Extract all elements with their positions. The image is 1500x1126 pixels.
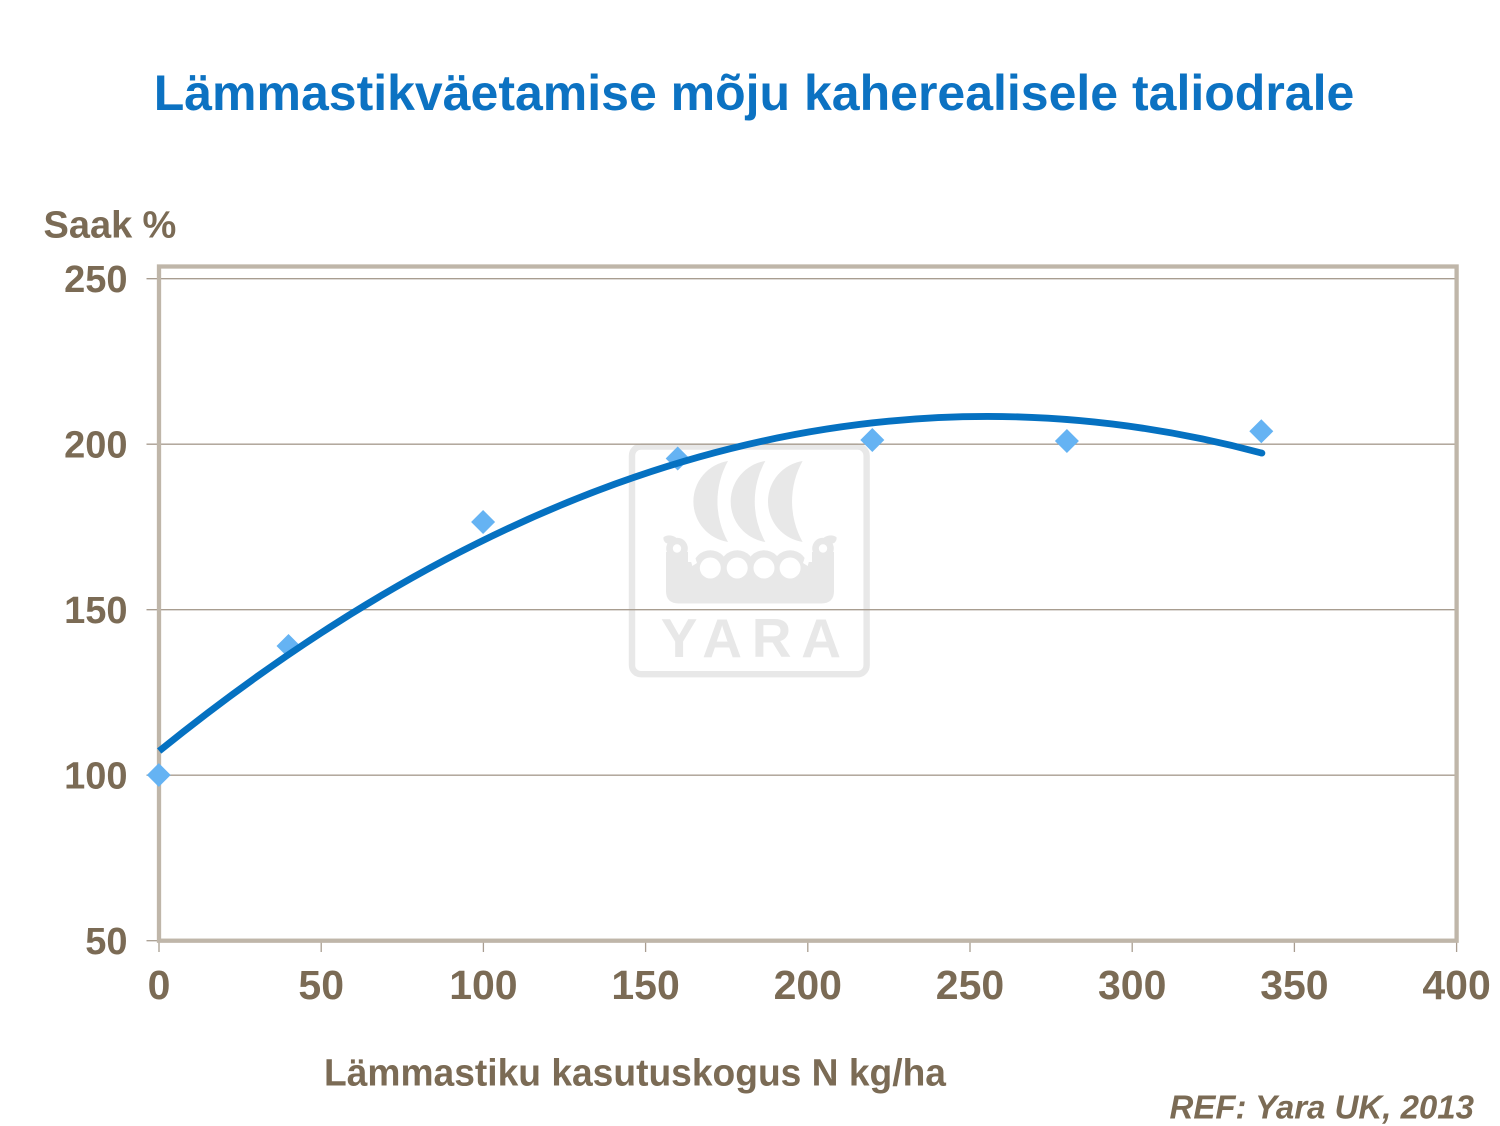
svg-text:%: % — [143, 205, 177, 247]
svg-text:Lämmastikväetamise mõju kahere: Lämmastikväetamise mõju kaherealisele ta… — [154, 65, 1355, 121]
svg-text:0: 0 — [148, 962, 171, 1008]
svg-text:200: 200 — [64, 425, 127, 467]
svg-text:150: 150 — [64, 590, 127, 632]
svg-text:Lämmastiku kasutuskogus N kg/h: Lämmastiku kasutuskogus N kg/ha — [324, 1052, 947, 1094]
svg-text:Saak: Saak — [44, 205, 134, 247]
svg-text:350: 350 — [1260, 962, 1328, 1008]
svg-text:100: 100 — [449, 962, 517, 1008]
svg-text:REF: Yara UK, 2013: REF: Yara UK, 2013 — [1170, 1089, 1474, 1126]
svg-text:250: 250 — [936, 962, 1004, 1008]
svg-text:50: 50 — [85, 921, 127, 963]
svg-text:50: 50 — [298, 962, 344, 1008]
svg-text:250: 250 — [64, 259, 127, 301]
svg-text:YARA: YARA — [661, 607, 851, 669]
svg-text:400: 400 — [1422, 962, 1490, 1008]
svg-text:100: 100 — [64, 756, 127, 798]
svg-text:150: 150 — [611, 962, 679, 1008]
svg-text:300: 300 — [1098, 962, 1166, 1008]
svg-text:200: 200 — [774, 962, 842, 1008]
